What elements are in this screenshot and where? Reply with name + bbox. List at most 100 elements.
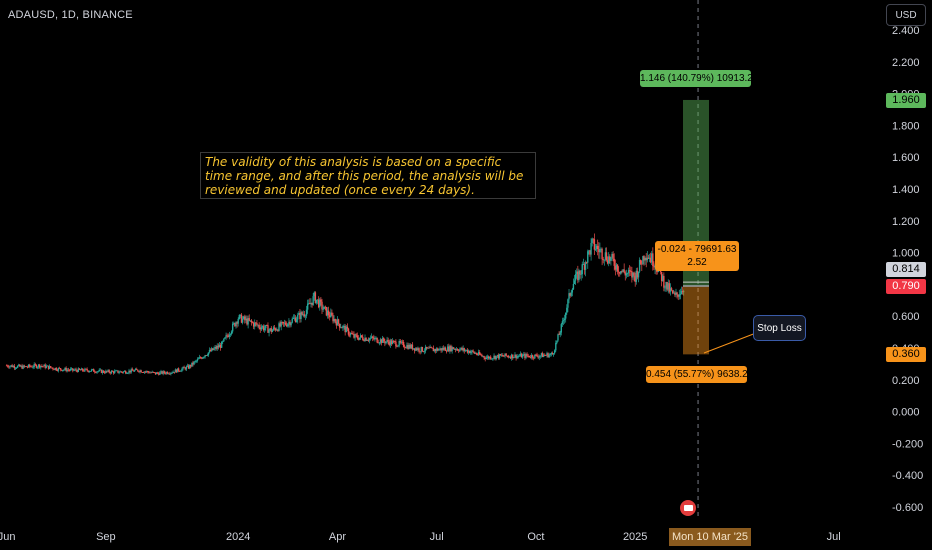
candle-body [301,312,303,315]
candle-body [321,301,323,310]
candle-body [358,337,361,340]
candle-body [568,293,570,300]
candle-body [678,294,680,297]
candle-body [171,372,173,374]
candle-body [625,273,628,276]
y-tick-label: 0.200 [892,375,920,387]
candle-body [153,372,156,374]
candle-body [357,338,360,340]
candle-body [283,322,286,324]
candle-body [231,323,234,332]
candle-body [64,367,66,370]
candle-body [123,371,126,372]
candle-body [580,274,582,275]
candle-body [589,250,591,255]
candle-body [471,350,473,353]
candle-body [620,271,622,274]
candle-body [577,271,579,281]
candle-body [673,292,675,294]
candle-body [533,357,535,359]
candle-body [156,372,159,374]
stop-loss-callout[interactable]: Stop Loss [753,315,806,341]
candle-body [621,271,623,272]
symbol-title[interactable]: ADAUSD, 1D, BINANCE [8,9,133,21]
candle-body [464,350,467,352]
candle-body [460,347,462,350]
candle-body [516,356,518,359]
candle-body [22,365,24,369]
currency-button[interactable]: USD [886,4,926,26]
candle-body [497,354,500,359]
candle-body [272,327,275,331]
candle-body [610,257,612,261]
flag-icon[interactable] [680,500,696,516]
candle-body [227,336,229,337]
candle-body [184,367,186,370]
candle-body [12,365,14,368]
candle-body [192,362,194,365]
y-tick-label: 1.400 [892,184,920,196]
candle-body [397,345,399,347]
candle-body [421,346,424,352]
candle-body [40,365,42,368]
candle-body [419,351,421,353]
candle-body [477,352,480,355]
candle-body [540,353,543,356]
candle-body [338,323,341,328]
candle-body [567,299,569,308]
candle-body [78,368,81,370]
candle-body [412,348,415,350]
candle-body [606,260,609,264]
candle-body [600,248,602,250]
candle-body [674,292,676,295]
candle-body [601,248,603,260]
candle-body [510,354,513,359]
candle-body [535,354,537,356]
candle-body [368,338,371,341]
candle-body [616,264,619,272]
candle-body [435,348,438,351]
candle-body [309,303,311,305]
candle-body [474,353,476,354]
candle-body [615,264,618,270]
candle-body [14,367,17,369]
y-tick-label: -0.200 [892,438,923,450]
candle-body [391,340,394,345]
candle-body [250,320,253,323]
candle-body [680,291,683,295]
candle-body [20,365,22,367]
entry-label-line1: -0.024 - 79691.63 [657,244,737,255]
candle-body [635,270,637,282]
candle-body [294,317,297,323]
candle-body [581,264,583,275]
candle-body [549,354,551,355]
candle-body [251,322,254,324]
y-tick-label: -0.600 [892,502,923,514]
candle-body [406,345,408,348]
candle-body [493,355,495,359]
candle-body [602,259,604,260]
candle-body [545,355,547,356]
candle-body [312,296,314,305]
candle-body [93,369,95,372]
candle-body [503,356,505,357]
candle-body [632,272,634,278]
candle-body [472,350,474,352]
candle-body [278,323,280,331]
candle-body [613,258,615,266]
candle-body [443,347,446,350]
candle-body [111,370,114,372]
candle-body [66,369,68,372]
candle-body [129,370,131,373]
candle-body [349,333,352,335]
candle-body [593,239,596,250]
candle-body [376,337,378,343]
time-axis[interactable]: JunSep2024AprJulOct2025AprJul [0,520,932,550]
candle-body [475,353,478,355]
candle-body [117,370,119,373]
candle-body [102,370,105,373]
candle-body [476,354,479,356]
candle-body [161,371,163,374]
candle-body [465,349,468,351]
